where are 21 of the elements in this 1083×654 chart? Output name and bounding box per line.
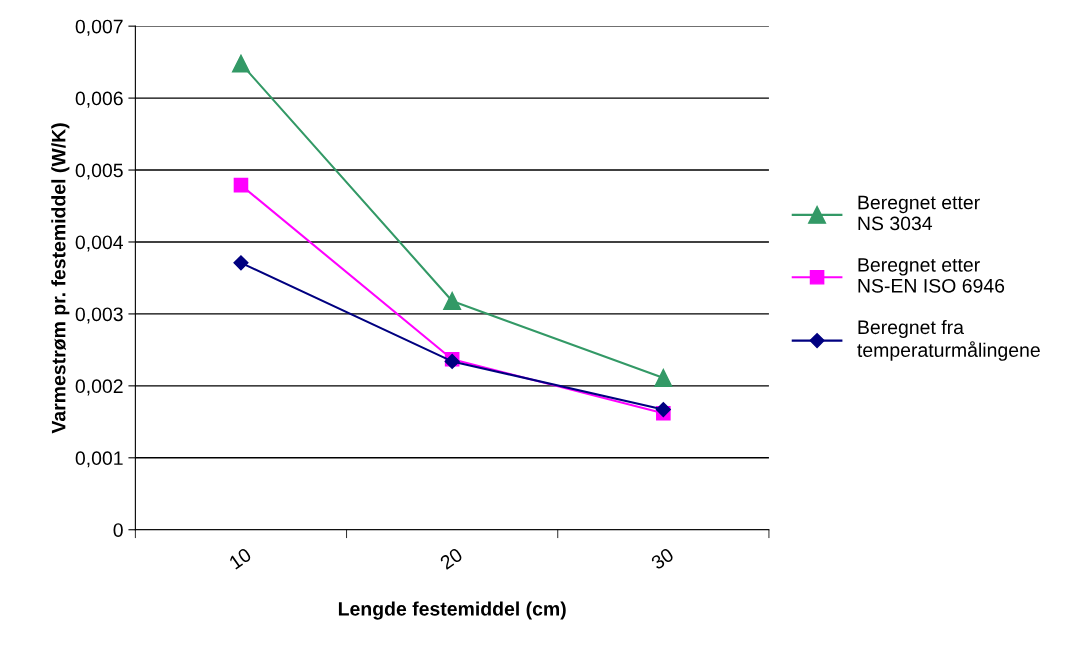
point (654, 368, 673, 387)
point (231, 54, 250, 73)
legend-label: Beregnet fra temperaturmålingene (857, 319, 1040, 361)
legend-label: Beregnet etter NS 3034 (858, 195, 980, 231)
point (233, 255, 249, 271)
x-axis-title: Lengde festemiddel (cm) (338, 601, 566, 620)
x-tick-label: 30 (650, 547, 675, 571)
y-tick-label: 0,004 (75, 235, 124, 252)
y-tick-label: 0,001 (75, 451, 123, 468)
y-axis-title: Varmestrøm pr. festemiddel (W/K) (51, 123, 70, 434)
y-tick-label: 0,006 (75, 91, 123, 108)
legend-label: Beregnet etter NS-EN ISO 6946 (858, 258, 1005, 293)
point (443, 291, 462, 310)
x-tick-label: 10 (228, 547, 253, 570)
y-tick-label: 0,005 (75, 163, 123, 180)
y-tick-label: 0 (113, 523, 123, 537)
y-tick-label: 0,003 (75, 307, 123, 324)
y-tick-label: 0,007 (75, 19, 123, 36)
y-tick-label: 0,002 (75, 379, 123, 396)
point (233, 177, 249, 193)
x-tick-label: 20 (439, 547, 464, 570)
